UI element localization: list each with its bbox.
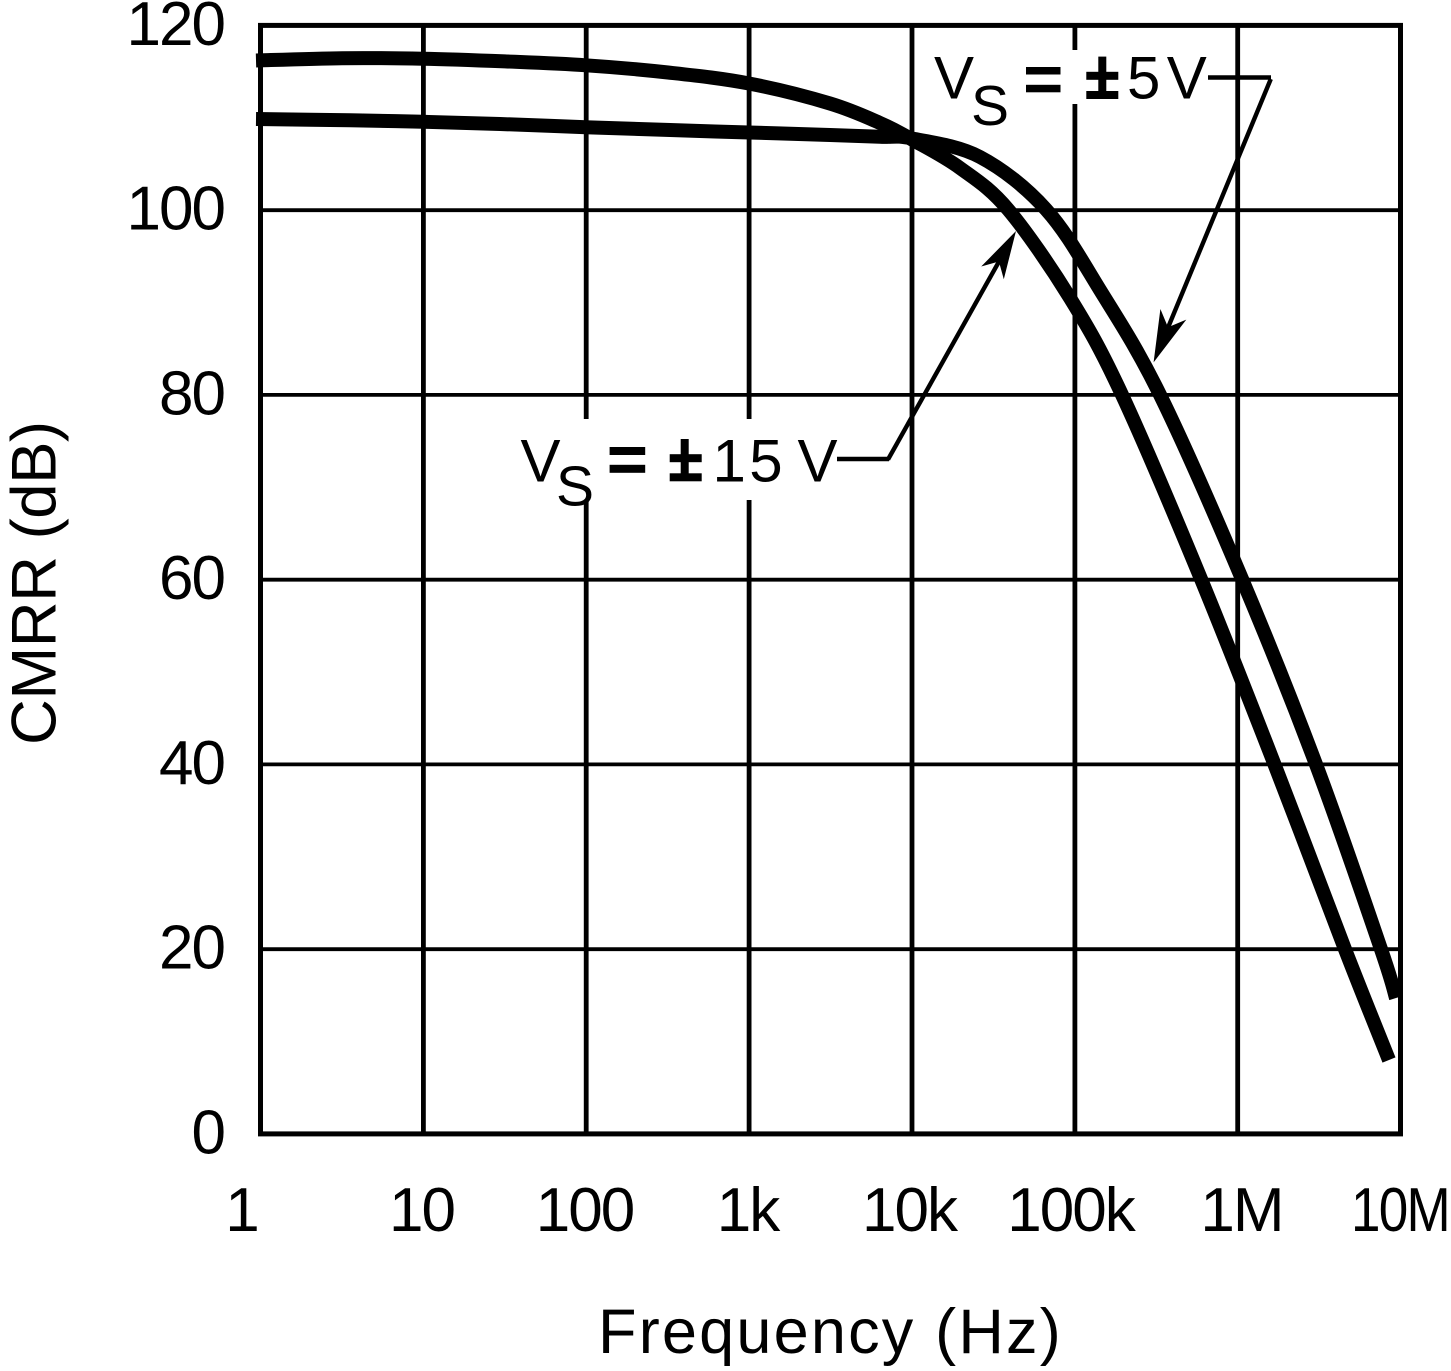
svg-text:1: 1 [713,427,746,494]
svg-text:V: V [1167,45,1207,112]
svg-text:10k: 10k [862,1176,959,1245]
svg-text:V: V [521,427,561,494]
svg-text:120: 120 [127,0,225,59]
svg-text:40: 40 [159,729,224,798]
svg-text:S: S [971,74,1009,138]
svg-text:60: 60 [159,544,224,613]
svg-text:Frequency (Hz): Frequency (Hz) [598,1297,1063,1366]
svg-text:0: 0 [192,1098,225,1167]
svg-text:1: 1 [225,1176,257,1245]
svg-text:100k: 100k [1007,1176,1136,1245]
svg-text:10: 10 [389,1176,454,1245]
svg-text:1M: 1M [1200,1176,1282,1245]
svg-text:5: 5 [1127,45,1160,112]
svg-text:S: S [556,454,594,518]
svg-text:20: 20 [159,914,224,983]
svg-text:V: V [934,45,974,112]
svg-text:V: V [798,427,838,494]
svg-text:5: 5 [749,427,782,494]
svg-text:CMRR (dB): CMRR (dB) [0,421,70,745]
svg-text:80: 80 [159,359,224,428]
svg-text:10M: 10M [1351,1176,1449,1245]
svg-text:1k: 1k [717,1176,781,1245]
svg-text:100: 100 [127,175,225,244]
svg-text:100: 100 [536,1176,634,1245]
